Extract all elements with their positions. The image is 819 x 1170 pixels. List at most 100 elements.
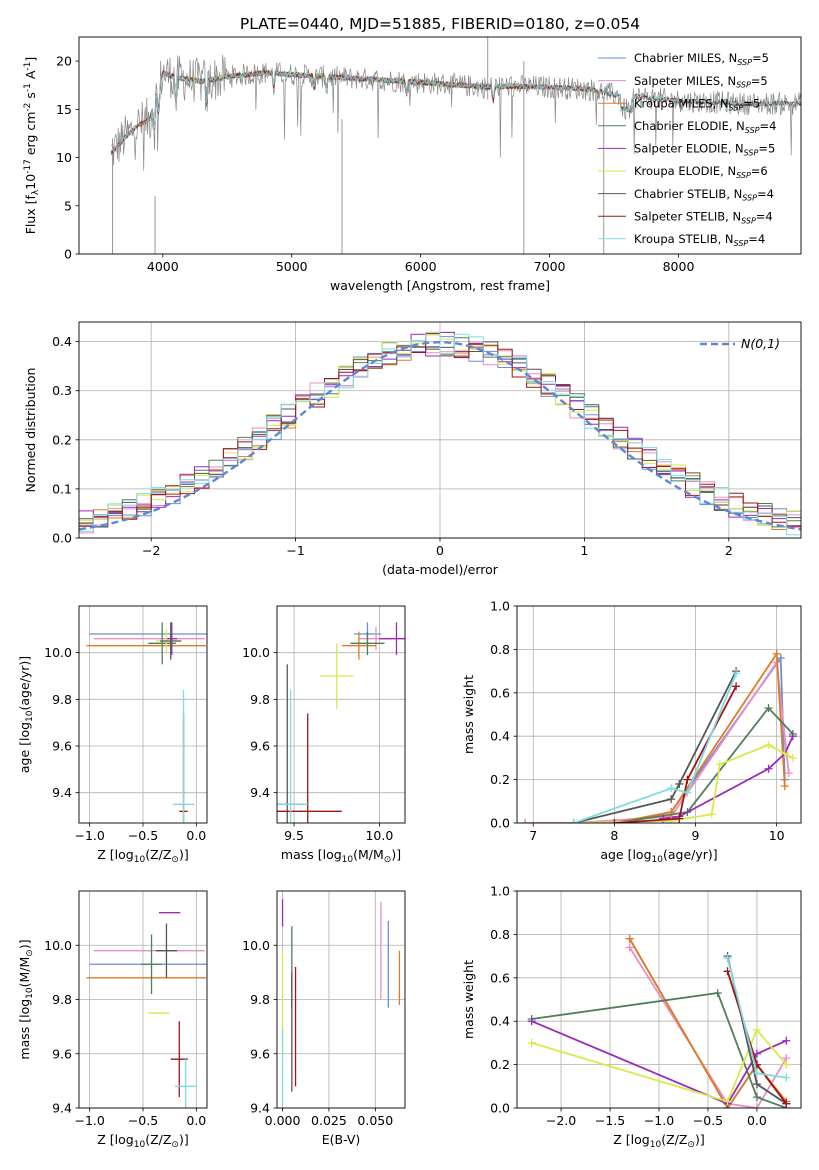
age_vs_mass-xtick-label: 9.5 [284, 828, 304, 843]
mass_vs_EBV-ytick-label: 9.8 [250, 992, 270, 1007]
weight_vs_Z-marker [752, 1080, 761, 1089]
spectrum-xtick-label: 6000 [405, 259, 437, 274]
weight_vs_age-marker [667, 816, 676, 823]
residuals-ytick-label: 0.4 [52, 334, 72, 349]
weight_vs_Z-line-kroupa-elodie [531, 1028, 787, 1103]
spectrum-model-kroupa-stelib [110, 69, 801, 152]
spectrum-xlabel: wavelength [Angstrom, rest frame] [330, 278, 550, 293]
age_vs_mass-ytick-label: 9.4 [250, 785, 270, 800]
spectrum-legend: Chabrier MILES, NSSP=5 Salpeter MILES, NS… [598, 51, 776, 248]
mass_vs_EBV-frame [276, 890, 406, 1109]
mass_vs_Z-xtick-label: 0.0 [186, 1113, 206, 1128]
normal-reference-curve [79, 340, 801, 531]
residuals-xtick-label: 2 [725, 543, 733, 558]
age_vs_Z-xtick-label: 0.0 [186, 828, 206, 843]
mass_vs_Z-grid [79, 891, 207, 1109]
age_vs_mass-panel: 9.5 10.0 9.4 9.6 9.8 10.0 mass [log10(M/M⊙)] [242, 605, 406, 865]
residuals-frame [78, 321, 802, 539]
weight_vs_Z-ytick-label: 0.6 [490, 970, 510, 985]
age_vs_mass-grid [277, 606, 405, 823]
mass_vs_EBV-data [281, 899, 401, 1106]
mass_vs_Z-frame [78, 890, 208, 1109]
mass_vs_Z-xtick-label: −1.0 [74, 1113, 104, 1128]
age_vs_Z-ylabel: age [log10(age/yr)] [17, 656, 35, 773]
weight_vs_age-marker [788, 753, 797, 762]
age_vs_Z-ytick-label: 9.4 [52, 785, 72, 800]
weight_vs_Z-marker [723, 954, 732, 963]
weight_vs_age-marker [764, 703, 773, 712]
mass_vs_EBV-ytick-label: 9.4 [250, 1101, 270, 1116]
weight_vs_Z-xtick-label: −2.0 [546, 1113, 576, 1128]
mass_vs_Z-xlabel: Z [log10(Z/Z⊙)] [97, 1132, 188, 1150]
age_vs_mass-frame [276, 605, 406, 824]
weight_vs_age-marker [776, 654, 785, 663]
legend-label: Salpeter ELODIE, NSSP=5 [634, 142, 775, 158]
age_vs_Z-xtick-label: −0.5 [128, 828, 158, 843]
spectrum-frame [78, 36, 802, 255]
weight_vs_age-ticks: 7 8 9 10 0.0 0.2 0.4 0.6 0.8 1.0 [490, 599, 785, 844]
weight_vs_age-marker [772, 649, 781, 658]
age_vs_Z-panel: −1.0 −0.5 0.0 9.4 9.6 9.8 10.0 Z [log10(Z/Z⊙)] a… [17, 605, 208, 865]
weight_vs_Z-ylabel: mass weight [461, 960, 476, 1039]
residuals-xtick-label: −2 [142, 543, 160, 558]
weight_vs_age-marker [569, 819, 578, 823]
weight_vs_Z-marker [625, 943, 634, 952]
figure-title: PLATE=0440, MJD=51885, FIBERID=0180, z=0… [240, 15, 640, 33]
age_vs_mass-ytick-label: 9.6 [250, 739, 270, 754]
mass_vs_EBV-xlabel: E(B-V) [322, 1132, 361, 1147]
spectrum-xtick-label: 5000 [276, 259, 308, 274]
weight_vs_age-xtick-label: 10 [769, 828, 785, 843]
spectrum-xtick-label: 4000 [147, 259, 179, 274]
weight_vs_Z-marker [752, 1069, 761, 1078]
weight_vs_age-marker [667, 784, 676, 793]
age_vs_mass-ytick-label: 9.8 [250, 692, 270, 707]
weight_vs_Z-marker [527, 1038, 536, 1047]
residuals-ytick-label: 0.0 [52, 531, 72, 546]
mass_vs_Z-data [86, 912, 207, 1108]
residual-hist-kroupa-stelib [79, 331, 801, 536]
weight_vs_Z-ytick-label: 1.0 [490, 884, 510, 899]
age_vs_mass-xtick-label: 10.0 [365, 828, 393, 843]
weight_vs_Z-data [527, 934, 791, 1108]
age_vs_Z-data [86, 622, 207, 823]
weight_vs_age-marker [732, 682, 741, 691]
weight_vs_age-marker [675, 814, 684, 823]
weight_vs_age-marker [732, 669, 741, 678]
legend-label: Kroupa MILES, NSSP=5 [634, 96, 760, 112]
weight_vs_age-ytick-label: 0.2 [490, 772, 510, 787]
weight_vs_Z-ytick-label: 0.2 [490, 1057, 510, 1072]
residuals-xtick-label: 0 [436, 543, 444, 558]
mass_vs_EBV-xtick-label: 0.050 [357, 1113, 393, 1128]
residuals-ylabel: Normed distribution [23, 368, 38, 493]
weight_vs_age-xtick-label: 8 [610, 828, 618, 843]
weight_vs_age-grid [517, 605, 801, 824]
legend-label: Salpeter STELIB, NSSP=4 [634, 209, 773, 225]
weight_vs_Z-ytick-label: 0.4 [490, 1014, 510, 1029]
weight_vs_Z-frame [516, 890, 802, 1109]
mass_vs_Z-xtick-label: −0.5 [128, 1113, 158, 1128]
weight_vs_Z-panel: −2.0 −1.5 −1.0 −0.5 0.0 0.0 0.2 0.4 0.6 0.8 1.0 Z [… [461, 884, 802, 1150]
weight_vs_Z-marker [782, 1036, 791, 1045]
mass_vs_Z-ytick-label: 9.4 [52, 1101, 72, 1116]
legend-label: Chabrier ELODIE, NSSP=4 [634, 119, 776, 135]
weight_vs_age-xlabel: age [log10(age/yr)] [600, 847, 717, 865]
weight_vs_age-marker [667, 795, 676, 804]
weight_vs_Z-marker [723, 1097, 732, 1106]
weight_vs_age-ytick-label: 0.4 [490, 729, 510, 744]
spectrum-xtick-label: 8000 [663, 259, 695, 274]
weight_vs_age-marker [683, 775, 692, 784]
mass_vs_EBV-xtick-label: 0.025 [311, 1113, 347, 1128]
weight_vs_age-line-chabrier-stelib [573, 670, 737, 823]
weight_vs_age-panel: 7 8 9 10 0.0 0.2 0.4 0.6 0.8 1.0 age [log10(age/yr… [461, 599, 802, 865]
spectrum-ticks: 4000 5000 6000 7000 8000 0 5 10 15 20 [56, 54, 694, 274]
spectrum-ytick-label: 0 [64, 247, 72, 262]
age_vs_Z-ytick-label: 9.6 [52, 739, 72, 754]
weight_vs_Z-marker [713, 988, 722, 997]
age_vs_mass-ticks: 9.5 10.0 9.4 9.6 9.8 10.0 [242, 645, 393, 843]
legend-label: Chabrier STELIB, NSSP=4 [634, 187, 774, 203]
weight_vs_age-marker [764, 764, 773, 773]
weight_vs_age-marker [683, 788, 692, 797]
weight_vs_age-marker [610, 819, 619, 823]
residuals-ytick-label: 0.1 [52, 481, 72, 496]
